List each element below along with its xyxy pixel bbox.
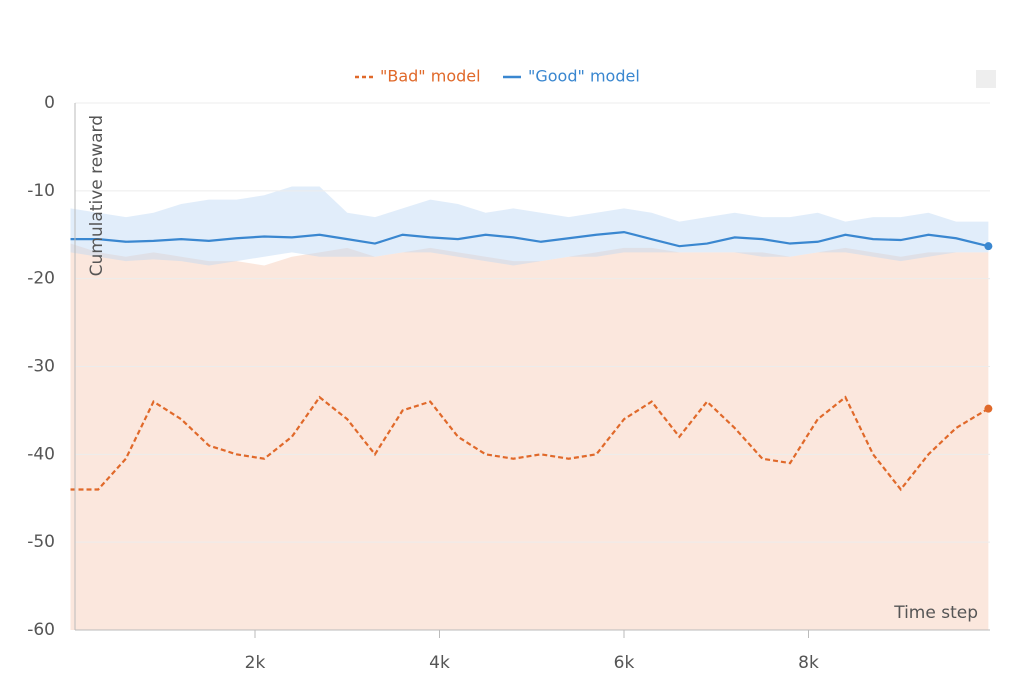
- y-tick-label: -40: [27, 444, 55, 464]
- y-tick-label: -30: [27, 357, 55, 377]
- x-tick-label: 8k: [798, 653, 819, 673]
- x-axis-label: Time step: [893, 603, 978, 623]
- legend-label: "Bad" model: [380, 67, 481, 86]
- y-tick-label: -60: [27, 620, 55, 640]
- y-tick-label: -20: [27, 269, 55, 289]
- legend-label: "Good" model: [528, 67, 640, 86]
- x-tick-label: 6k: [614, 653, 635, 673]
- confidence-band: [70, 186, 989, 266]
- toolbar-icon[interactable]: [976, 70, 996, 88]
- x-tick-label: 2k: [245, 653, 266, 673]
- y-tick-label: -50: [27, 532, 55, 552]
- end-point: [984, 404, 993, 413]
- series-line: [70, 231, 989, 248]
- lines: [70, 231, 993, 492]
- bands: [70, 186, 989, 631]
- series-line: [70, 395, 989, 492]
- y-tick-label: -10: [27, 181, 55, 201]
- confidence-band: [70, 243, 989, 631]
- y-tick-label: 0: [44, 93, 55, 113]
- grid: 0 -10 -20 -30 -40 -50 -60 2k 4k 6k 8k: [27, 93, 990, 673]
- legend: "Bad" model "Good" model: [355, 67, 640, 86]
- y-axis-label: Cumulative reward: [87, 115, 107, 276]
- end-point: [984, 242, 993, 251]
- x-tick-label: 4k: [429, 653, 450, 673]
